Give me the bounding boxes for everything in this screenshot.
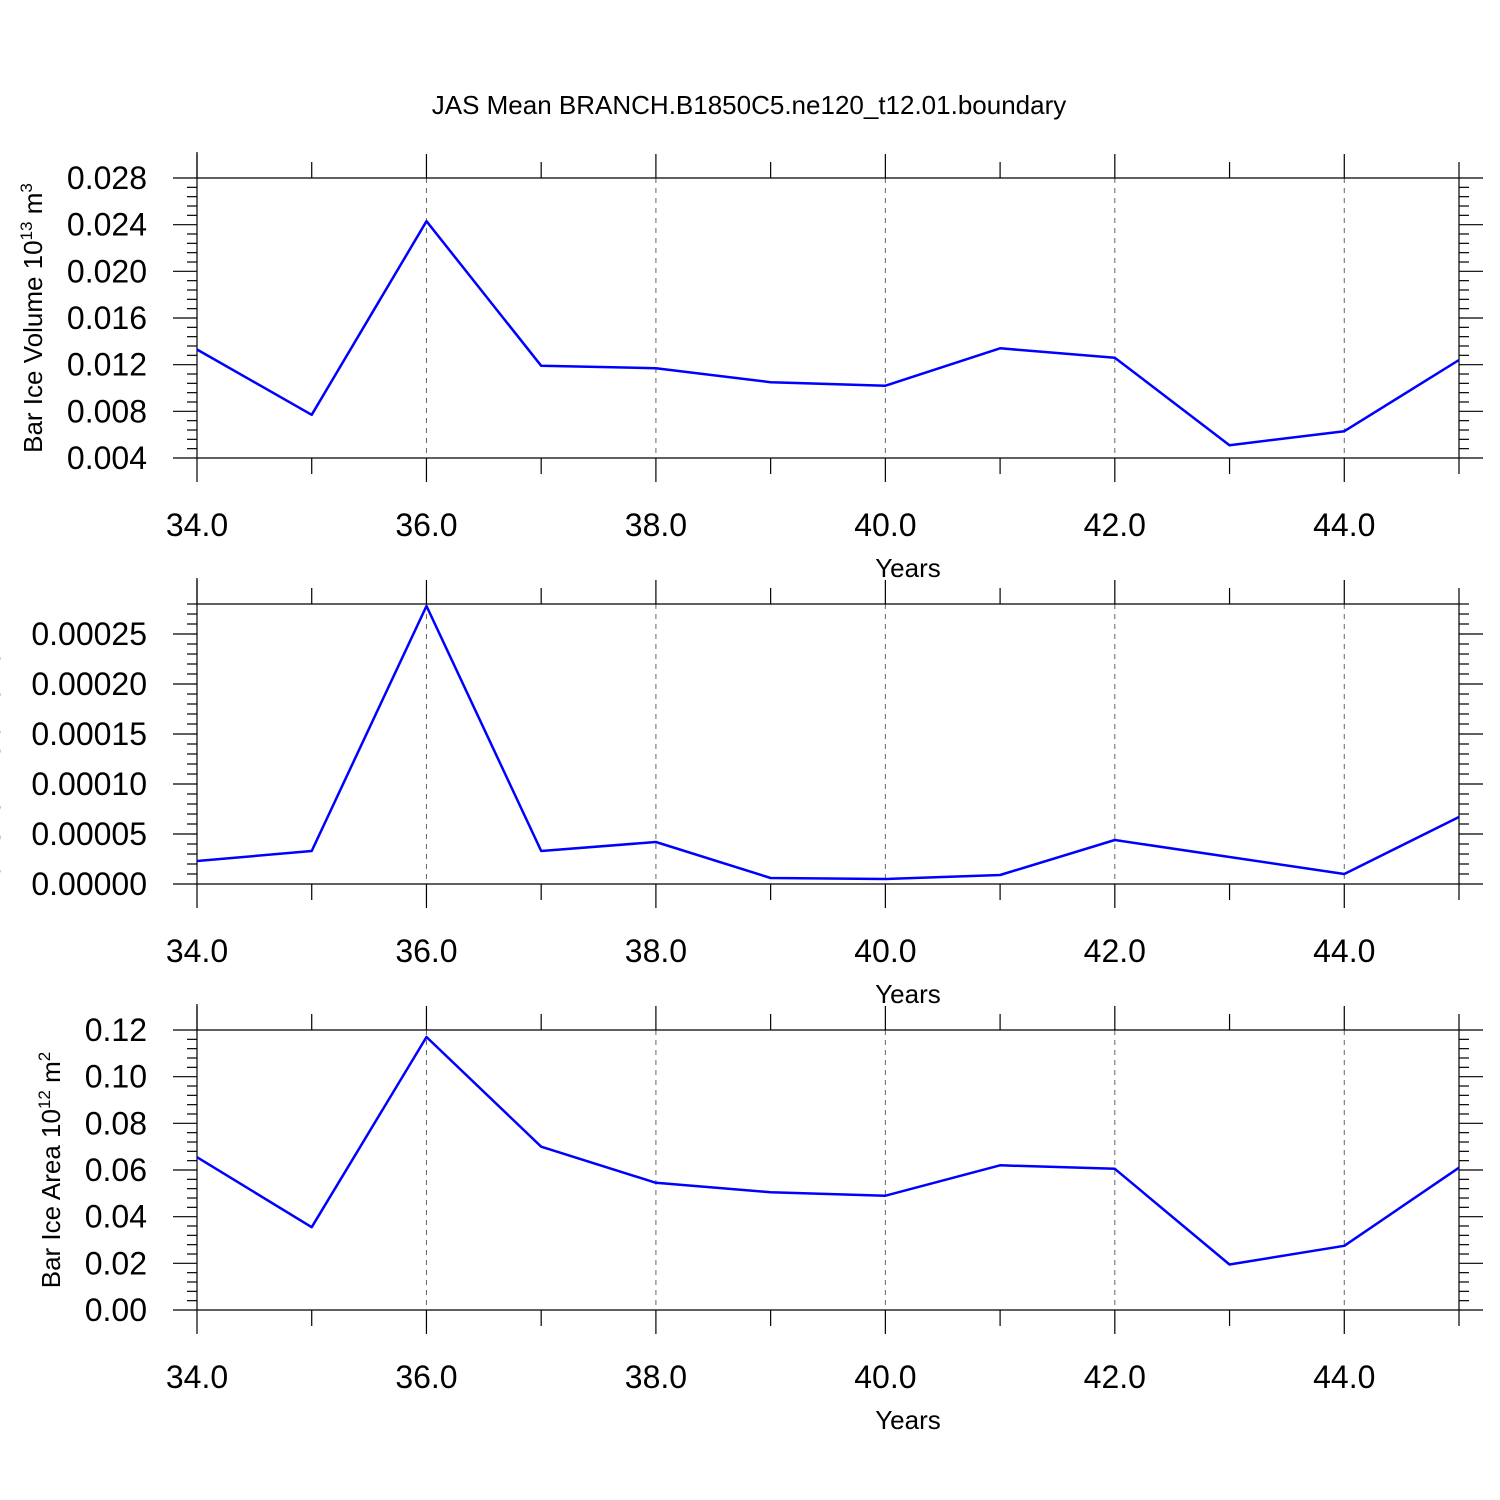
y-tick-label: 0.012: [67, 347, 147, 383]
x-tick-label: 36.0: [395, 1359, 457, 1395]
x-tick-label: 44.0: [1313, 1359, 1375, 1395]
y-axis-label-unit: m: [36, 1061, 66, 1090]
x-tick-label: 38.0: [625, 507, 687, 543]
series-line: [196, 219, 1460, 447]
x-tick-label: 40.0: [854, 1359, 916, 1395]
y-tick-label: 0.00000: [31, 866, 147, 902]
series-line: [196, 1035, 1460, 1266]
y-tick-label: 0.008: [67, 393, 147, 429]
panel-1: 34.0 36.0 38.0 40.0 42.0 44.0 0.004 0.008 0.012 0…: [17, 152, 1483, 583]
y-tick-label: 0.024: [67, 207, 147, 243]
y-axis-label-base: Bar Ice Volume 10: [18, 240, 48, 452]
y-tick-label: 0.004: [67, 440, 147, 476]
y-axis-label: Bar Snow Volume 1013 m3: [0, 594, 6, 894]
x-axis-label: Years: [875, 1405, 941, 1435]
y-axis-label-exp: 13: [17, 221, 36, 240]
x-tick-label: 40.0: [854, 507, 916, 543]
x-tick-label: 42.0: [1084, 933, 1146, 969]
x-tick-label: 44.0: [1313, 507, 1375, 543]
x-tick-label: 42.0: [1084, 1359, 1146, 1395]
y-tick-label: 0.06: [85, 1152, 147, 1188]
y-axis-label-unit-exp: 2: [35, 1052, 54, 1061]
x-tick-label: 42.0: [1084, 507, 1146, 543]
y-tick-label: 0.00005: [31, 816, 147, 852]
chart-title: JAS Mean BRANCH.B1850C5.ne120_t12.01.bou…: [432, 90, 1067, 120]
x-tick-label: 34.0: [166, 933, 228, 969]
series-line: [196, 604, 1460, 881]
x-tick-label: 34.0: [166, 507, 228, 543]
x-tick-label: 44.0: [1313, 933, 1375, 969]
y-axis-label-unit-exp: 3: [17, 183, 36, 192]
x-tick-label: 36.0: [395, 507, 457, 543]
y-tick-label: 0.020: [67, 253, 147, 289]
x-axis-label: Years: [875, 553, 941, 583]
x-tick-label: 38.0: [625, 933, 687, 969]
panel-2: 34.0 36.0 38.0 40.0 42.0 44.0 0.00000 0.00005 0.…: [0, 578, 1483, 1009]
y-axis-label-unit: m: [0, 603, 6, 632]
y-axis-label-unit: m: [18, 193, 48, 222]
y-tick-label: 0.016: [67, 300, 147, 336]
y-tick-label: 0.00010: [31, 766, 147, 802]
y-axis-label: Bar Ice Volume 1013 m3: [17, 183, 48, 453]
x-tick-label: 36.0: [395, 933, 457, 969]
y-tick-label: 0.028: [67, 160, 147, 196]
y-tick-label: 0.10: [85, 1059, 147, 1095]
y-axis-label: Bar Ice Area 1012 m2: [35, 1052, 66, 1289]
y-tick-label: 0.00015: [31, 716, 147, 752]
panel-3: 34.0 36.0 38.0 40.0 42.0 44.0 0.00 0.02 0.04 0.06…: [35, 1004, 1483, 1435]
y-tick-label: 0.00025: [31, 616, 147, 652]
y-tick-label: 0.12: [85, 1012, 147, 1048]
x-axis-label: Years: [875, 979, 941, 1009]
x-tick-label: 34.0: [166, 1359, 228, 1395]
y-tick-label: 0.00020: [31, 666, 147, 702]
y-axis-label-exp: 12: [35, 1090, 54, 1109]
x-tick-label: 40.0: [854, 933, 916, 969]
y-axis-label-base: Bar Ice Area 10: [36, 1109, 66, 1288]
y-tick-label: 0.02: [85, 1245, 147, 1281]
y-axis-label-base: Bar Snow Volume 10: [0, 651, 6, 894]
y-tick-label: 0.04: [85, 1199, 147, 1235]
y-tick-label: 0.00: [85, 1292, 147, 1328]
y-tick-label: 0.08: [85, 1105, 147, 1141]
x-tick-label: 38.0: [625, 1359, 687, 1395]
